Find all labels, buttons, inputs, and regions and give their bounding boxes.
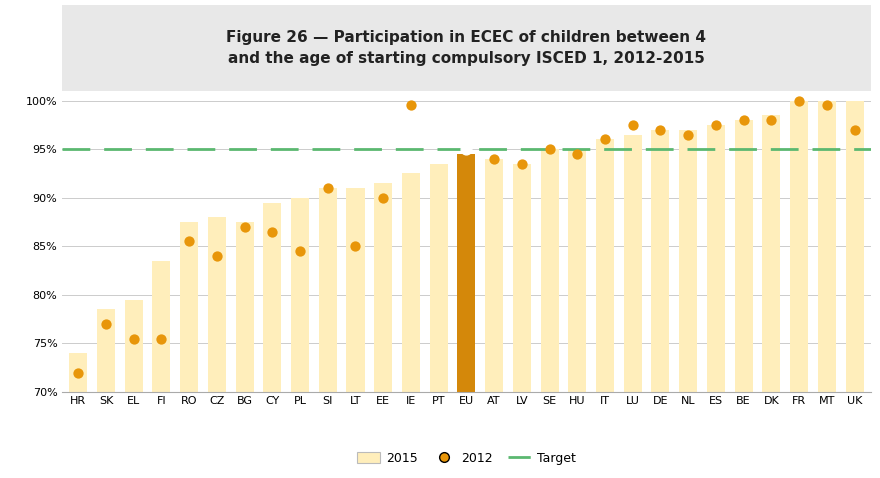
Bar	[180, 222, 198, 392]
Bar	[458, 154, 475, 392]
Bar	[735, 120, 752, 392]
Bar	[568, 149, 586, 392]
Legend: 2015, 2012, Target: 2015, 2012, Target	[352, 447, 581, 470]
Point	[515, 160, 529, 167]
Bar	[707, 125, 725, 392]
Point	[570, 150, 584, 158]
Point	[99, 320, 113, 328]
Point	[488, 155, 502, 163]
Bar	[651, 130, 670, 392]
Bar	[540, 149, 559, 392]
Point	[376, 194, 390, 202]
Point	[348, 242, 363, 250]
Bar	[263, 203, 282, 392]
Bar	[679, 130, 697, 392]
Point	[459, 145, 473, 153]
Point	[209, 252, 224, 260]
Point	[598, 136, 612, 143]
Point	[320, 184, 334, 192]
Bar	[790, 100, 808, 392]
Point	[654, 126, 668, 133]
Bar	[319, 188, 337, 392]
Point	[293, 247, 307, 255]
Point	[847, 126, 862, 133]
Point	[71, 369, 85, 376]
Point	[765, 116, 779, 124]
Point	[127, 335, 141, 342]
Bar	[374, 183, 392, 392]
Bar	[762, 115, 781, 392]
Point	[820, 101, 834, 109]
Point	[709, 121, 723, 129]
Bar	[846, 100, 863, 392]
Bar	[70, 353, 87, 392]
Bar	[152, 261, 171, 392]
Bar	[125, 300, 143, 392]
Text: Figure 26 — Participation in ECEC of children between 4
and the age of starting : Figure 26 — Participation in ECEC of chi…	[226, 30, 707, 66]
Bar	[208, 217, 226, 392]
Point	[238, 223, 252, 231]
Point	[792, 97, 806, 104]
Bar	[347, 188, 364, 392]
Point	[265, 228, 279, 236]
Point	[543, 145, 557, 153]
Bar	[513, 163, 531, 392]
Bar	[624, 134, 642, 392]
Point	[626, 121, 640, 129]
Point	[681, 130, 695, 138]
Point	[182, 238, 196, 245]
Bar	[402, 174, 420, 392]
Bar	[429, 163, 448, 392]
Bar	[97, 309, 115, 392]
Point	[154, 335, 168, 342]
Bar	[236, 222, 253, 392]
Bar	[291, 198, 309, 392]
Point	[737, 116, 751, 124]
Bar	[596, 140, 614, 392]
Bar	[485, 159, 503, 392]
Bar	[818, 100, 836, 392]
Point	[404, 101, 418, 109]
